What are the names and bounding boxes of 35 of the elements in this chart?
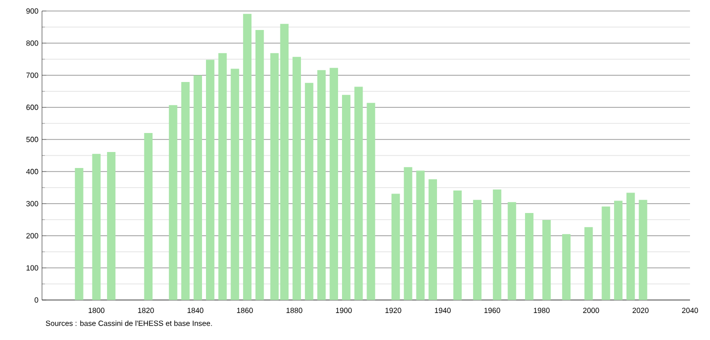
bar bbox=[342, 94, 350, 300]
bar bbox=[168, 105, 178, 300]
bar bbox=[391, 194, 400, 300]
bar bbox=[366, 102, 376, 300]
bar bbox=[330, 68, 338, 300]
bar bbox=[626, 192, 635, 300]
bar bbox=[584, 227, 593, 300]
bar bbox=[404, 167, 412, 300]
bar bbox=[428, 179, 437, 300]
bar bbox=[230, 68, 240, 300]
bar bbox=[614, 200, 622, 300]
bar bbox=[181, 82, 190, 300]
bar bbox=[354, 86, 363, 300]
bar bbox=[562, 234, 571, 300]
bar bbox=[492, 190, 502, 300]
bar bbox=[542, 220, 551, 300]
bar bbox=[194, 75, 202, 300]
bar bbox=[292, 56, 301, 300]
bar bbox=[602, 206, 610, 300]
bar bbox=[206, 60, 214, 300]
bar bbox=[638, 200, 648, 300]
bar bbox=[453, 190, 462, 300]
bar bbox=[74, 168, 84, 300]
bar bbox=[525, 212, 534, 300]
bar bbox=[243, 14, 252, 300]
bar bbox=[218, 53, 227, 300]
bar bbox=[508, 202, 516, 300]
bar bbox=[107, 152, 116, 300]
bar bbox=[304, 82, 314, 300]
bar bbox=[92, 154, 101, 300]
bar bbox=[473, 200, 482, 300]
bar bbox=[255, 30, 264, 300]
bar bbox=[144, 133, 153, 300]
bar bbox=[317, 70, 326, 300]
bar bbox=[416, 170, 425, 300]
